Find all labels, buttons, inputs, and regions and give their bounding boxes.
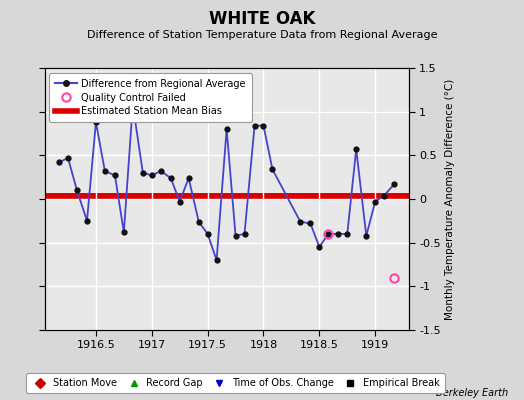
- Text: Berkeley Earth: Berkeley Earth: [436, 388, 508, 398]
- Text: WHITE OAK: WHITE OAK: [209, 10, 315, 28]
- Text: Difference of Station Temperature Data from Regional Average: Difference of Station Temperature Data f…: [87, 30, 437, 40]
- Legend: Difference from Regional Average, Quality Control Failed, Estimated Station Mean: Difference from Regional Average, Qualit…: [49, 73, 252, 122]
- Legend: Station Move, Record Gap, Time of Obs. Change, Empirical Break: Station Move, Record Gap, Time of Obs. C…: [26, 374, 445, 393]
- Y-axis label: Monthly Temperature Anomaly Difference (°C): Monthly Temperature Anomaly Difference (…: [445, 78, 455, 320]
